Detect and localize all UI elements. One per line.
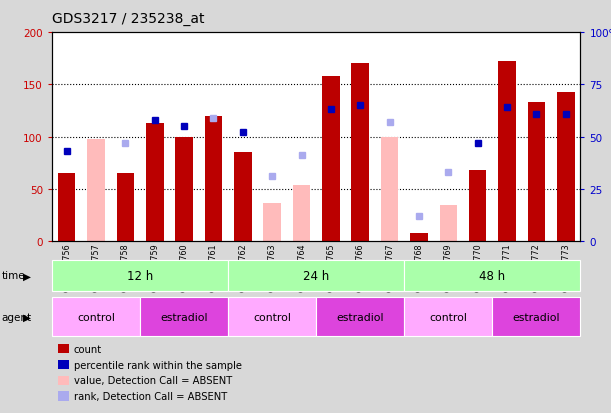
Bar	[293, 185, 310, 242]
Bar	[498, 62, 516, 242]
Bar	[117, 174, 134, 242]
Text: rank, Detection Call = ABSENT: rank, Detection Call = ABSENT	[74, 391, 227, 401]
Bar	[351, 64, 369, 242]
Text: value, Detection Call = ABSENT: value, Detection Call = ABSENT	[74, 375, 232, 385]
Text: agent: agent	[1, 312, 31, 322]
Text: 24 h: 24 h	[303, 269, 329, 282]
Bar	[410, 233, 428, 242]
Bar	[146, 124, 164, 242]
Bar	[557, 93, 574, 242]
Text: GDS3217 / 235238_at: GDS3217 / 235238_at	[52, 12, 205, 26]
Bar	[234, 153, 252, 242]
Bar	[87, 140, 105, 242]
Text: control: control	[77, 312, 115, 322]
Text: percentile rank within the sample: percentile rank within the sample	[74, 360, 242, 370]
Text: 12 h: 12 h	[127, 269, 153, 282]
Text: estradiol: estradiol	[513, 312, 560, 322]
Bar	[263, 203, 281, 242]
Text: estradiol: estradiol	[337, 312, 384, 322]
Bar	[469, 171, 486, 242]
Bar	[205, 116, 222, 242]
Text: control: control	[430, 312, 467, 322]
Bar	[175, 137, 193, 242]
Text: time: time	[1, 271, 25, 281]
Text: count: count	[74, 344, 102, 354]
Bar	[322, 77, 340, 242]
Bar	[439, 205, 457, 242]
Bar	[58, 174, 75, 242]
Text: control: control	[253, 312, 291, 322]
Text: ▶: ▶	[23, 271, 31, 281]
Text: 48 h: 48 h	[479, 269, 505, 282]
Bar	[527, 103, 545, 242]
Bar	[381, 137, 398, 242]
Text: ▶: ▶	[23, 312, 31, 322]
Text: estradiol: estradiol	[160, 312, 208, 322]
